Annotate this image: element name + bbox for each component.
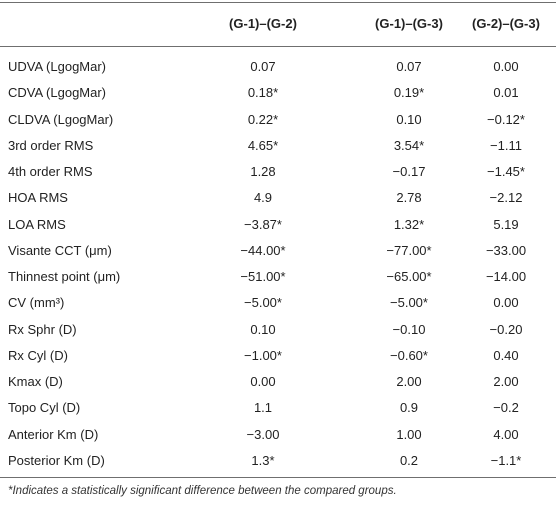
row-label: UDVA (LgogMar) (8, 59, 107, 74)
table-cell: −0.2 (493, 400, 519, 416)
row-label: 4th order RMS (8, 164, 93, 179)
row-label: 3rd order RMS (8, 137, 94, 153)
table-row: Thinnest point (μm) −51.00* −65.00* −14.00 (0, 264, 556, 290)
table-cell: 1.3* (251, 452, 275, 468)
row-label: Anterior Km (D) (8, 426, 99, 442)
table-row: CLDVA (LgogMar) 0.22* 0.10 −0.12* (0, 107, 556, 133)
table-cell: 0.19* (393, 85, 425, 101)
table-cell: −5.00* (244, 295, 282, 311)
row-label: CV (mm³) (8, 295, 65, 311)
header-g2-g3: (G-2)–(G-3) (472, 16, 540, 31)
table-row: 3rd order RMS 4.65* 3.54* −1.11 (0, 133, 556, 159)
table-cell: −1.11 (490, 137, 522, 153)
table-bottom-rule (0, 477, 556, 478)
table-row: Rx Sphr (D) 0.10 −0.10 −0.20 (0, 317, 556, 343)
table-row: Rx Cyl (D) −1.00* −0.60* 0.40 (0, 343, 556, 369)
row-label: Kmax (D) (8, 374, 63, 389)
table-cell: 4.00 (493, 426, 519, 442)
table-row: HOA RMS 4.9 2.78 −2.12 (0, 185, 556, 211)
row-label: Thinnest point (μm) (8, 269, 121, 284)
table-cell: 0.07 (250, 59, 276, 74)
header-g1-g3: (G-1)–(G-3) (375, 16, 443, 31)
table-cell: −0.12* (487, 111, 525, 127)
row-label: Topo Cyl (D) (8, 400, 81, 416)
table-cell: −77.00* (386, 242, 432, 258)
table-cell: 0.01 (493, 85, 519, 101)
table-row: LOA RMS −3.87* 1.32* 5.19 (0, 212, 556, 238)
table-cell: −2.12 (489, 190, 523, 206)
table-cell: −5.00* (390, 295, 428, 311)
table-cell: 2.78 (396, 190, 422, 206)
table-row: 4th order RMS 1.28 −0.17 −1.45* (0, 159, 556, 185)
table-cell: 0.00 (493, 295, 519, 311)
table-cell: −14.00 (485, 269, 527, 284)
table-cell: −0.60* (390, 347, 428, 363)
table-row: Visante CCT (μm) −44.00* −77.00* −33.00 (0, 238, 556, 264)
table-cell: −0.10 (392, 321, 426, 337)
table-cell: 1.1 (253, 400, 273, 416)
table-cell: 0.10 (396, 111, 422, 127)
table-header-rule (0, 46, 556, 47)
table-cell: 0.00 (493, 59, 519, 74)
table-cell: −1.1* (490, 452, 522, 468)
table-cell: 0.40 (493, 347, 519, 363)
table-row: Posterior Km (D) 1.3* 0.2 −1.1* (0, 448, 556, 474)
table-cell: −1.00* (244, 347, 282, 363)
table-cell: 2.00 (396, 374, 422, 389)
table-footnote: *Indicates a statistically significant d… (8, 485, 397, 497)
table-cell: 0.07 (396, 59, 422, 74)
table-cell: 2.00 (493, 374, 519, 389)
row-label: CDVA (LgogMar) (8, 85, 107, 101)
table-cell: 1.32* (393, 216, 425, 232)
table-cell: −3.87* (244, 216, 282, 232)
table-header-row: (G-1)–(G-2) (G-1)–(G-3) (G-2)–(G-3) (0, 12, 556, 36)
table-row: CV (mm³) −5.00* −5.00* 0.00 (0, 290, 556, 316)
table-cell: 3.54* (393, 137, 425, 153)
table-cell: −0.20 (489, 321, 523, 337)
table-cell: −51.00* (240, 269, 286, 284)
table-row: Kmax (D) 0.00 2.00 2.00 (0, 369, 556, 395)
table-top-rule (0, 2, 556, 3)
row-label: LOA RMS (8, 216, 66, 232)
row-label: Visante CCT (μm) (8, 242, 112, 258)
table-cell: 1.28 (250, 164, 276, 179)
table-row: Anterior Km (D) −3.00 1.00 4.00 (0, 422, 556, 448)
table-row: Topo Cyl (D) 1.1 0.9 −0.2 (0, 395, 556, 421)
table-cell: 0.00 (250, 374, 276, 389)
table-cell: 0.2 (399, 452, 419, 468)
table-cell: −3.00 (246, 426, 280, 442)
table-cell: −1.45* (487, 164, 525, 179)
row-label: Posterior Km (D) (8, 452, 105, 468)
table-body: UDVA (LgogMar) 0.07 0.07 0.00 CDVA (LgogMar)… (0, 54, 556, 474)
table-cell: 5.19 (493, 216, 519, 232)
table-cell: 0.10 (250, 321, 276, 337)
header-g1-g2: (G-1)–(G-2) (229, 16, 297, 31)
row-label: Rx Sphr (D) (8, 321, 77, 337)
table-row: UDVA (LgogMar) 0.07 0.07 0.00 (0, 54, 556, 80)
table-cell: 0.18* (247, 85, 279, 101)
table-cell: 1.00 (396, 426, 422, 442)
table-cell: 4.9 (253, 190, 273, 206)
table-cell: −0.17 (392, 164, 426, 179)
table-cell: −44.00* (240, 242, 286, 258)
row-label: CLDVA (LgogMar) (8, 111, 114, 127)
row-label: Rx Cyl (D) (8, 347, 68, 363)
table-cell: −65.00* (386, 269, 432, 284)
table-cell: −33.00 (485, 242, 527, 258)
row-label: HOA RMS (8, 190, 68, 206)
table-cell: 4.65* (247, 137, 279, 153)
table-cell: 0.22* (247, 111, 279, 127)
table-row: CDVA (LgogMar) 0.18* 0.19* 0.01 (0, 80, 556, 106)
table-cell: 0.9 (399, 400, 419, 416)
